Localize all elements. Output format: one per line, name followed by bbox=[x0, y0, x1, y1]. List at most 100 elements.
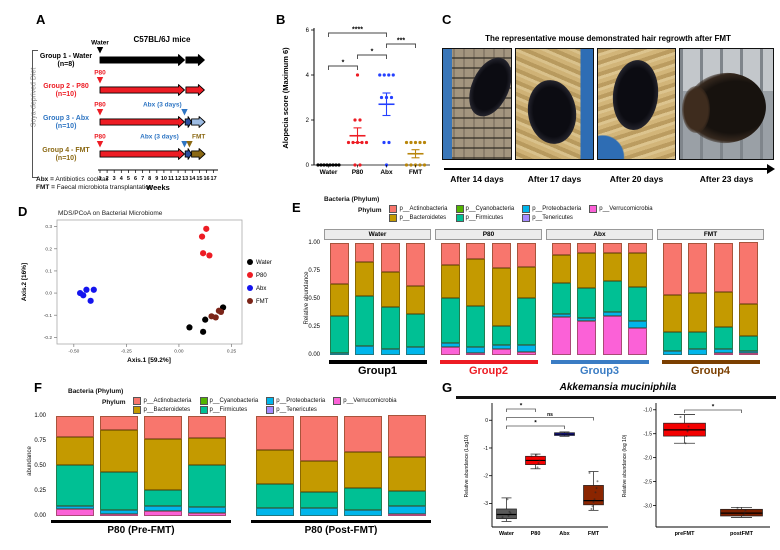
bar-segment-verruco bbox=[441, 347, 461, 355]
bar-segment-bacter bbox=[577, 253, 597, 288]
svg-text:Abx: Abx bbox=[256, 286, 266, 292]
panel-g-title: Akkemansia muciniphila bbox=[559, 382, 677, 393]
score-dot bbox=[422, 140, 427, 145]
svg-text:Water: Water bbox=[91, 40, 109, 47]
bar-segment-firmi bbox=[516, 297, 536, 345]
score-dot bbox=[379, 95, 384, 100]
jitter-point bbox=[559, 433, 562, 436]
bar-group: P80 (Post-FMT) bbox=[250, 415, 432, 536]
bar-segment-actino bbox=[330, 243, 350, 285]
bar-segment-verruco bbox=[552, 316, 572, 355]
svg-text:P80: P80 bbox=[94, 102, 106, 109]
timeline-arrow bbox=[184, 116, 193, 128]
marker-arrowhead bbox=[186, 141, 193, 148]
panel-d-label: D bbox=[18, 204, 28, 219]
y-tick: 0.25 bbox=[34, 488, 46, 494]
score-dot bbox=[353, 118, 357, 122]
legend-label: p__Cyanobacteria bbox=[209, 398, 259, 404]
bar-segment-verruco bbox=[713, 352, 733, 355]
bar-segment-firmi bbox=[405, 313, 425, 348]
svg-text:***: *** bbox=[397, 38, 405, 45]
bar-segment-firmi bbox=[388, 491, 426, 506]
svg-text:(n=8): (n=8) bbox=[58, 61, 75, 68]
score-dot bbox=[391, 73, 395, 77]
svg-text:-2.5: -2.5 bbox=[643, 479, 652, 485]
svg-text:Relative abundance (log 10): Relative abundance (log 10) bbox=[622, 434, 628, 497]
legend-swatch-actino bbox=[389, 205, 398, 213]
legend-label: p__Verrucomicrobia bbox=[599, 206, 653, 212]
e-facets: Water Group1 P80 Group2 Abx Group3 FMT Group4 bbox=[324, 229, 764, 377]
bar-segment-proteo bbox=[355, 346, 375, 355]
bar-segment-actino bbox=[100, 416, 138, 430]
mouse-photos bbox=[442, 48, 774, 160]
timeline-arrow bbox=[185, 84, 205, 96]
bar-segment-actino bbox=[355, 243, 375, 263]
panel-e: E Bacteria (Phylum) Phylum p__Actinobacter… bbox=[292, 196, 778, 378]
svg-text:14: 14 bbox=[189, 176, 196, 182]
f-y-ticks: 1.00 0.75 0.50 0.25 0.00 bbox=[26, 413, 46, 519]
pcoa-point-p80 bbox=[200, 250, 207, 257]
bar-segment-bacter bbox=[330, 284, 350, 316]
stacked-bar bbox=[577, 243, 597, 355]
legend-dot-fmt bbox=[247, 298, 253, 304]
mouse-silhouette bbox=[460, 50, 511, 122]
jitter-point bbox=[595, 487, 598, 490]
svg-text:P80: P80 bbox=[256, 273, 267, 279]
bar-segment-bacter bbox=[388, 457, 426, 491]
bar-segment-verruco bbox=[188, 513, 226, 516]
box-water bbox=[496, 508, 517, 520]
svg-text:0: 0 bbox=[485, 418, 488, 424]
legend-item-actino: p__Actinobacteria bbox=[389, 205, 448, 213]
score-dot bbox=[409, 140, 413, 145]
group-label: Group4 bbox=[690, 364, 731, 377]
bar-segment-proteo bbox=[188, 507, 226, 513]
bar-segment-firmi bbox=[627, 286, 647, 322]
legend-swatch-proteo bbox=[522, 205, 531, 213]
panel-e-label: E bbox=[292, 200, 301, 215]
bar-segment-actino bbox=[491, 243, 511, 268]
stacked-bar bbox=[552, 243, 572, 355]
stacked-bar bbox=[405, 243, 425, 355]
legend-swatch-verruco bbox=[589, 205, 598, 213]
jitter-point bbox=[596, 480, 599, 483]
svg-text:*: * bbox=[342, 60, 345, 67]
svg-text:P80: P80 bbox=[352, 169, 364, 176]
y-tick: 1.00 bbox=[34, 413, 46, 419]
svg-text:0.0: 0.0 bbox=[45, 291, 52, 297]
legend-key-label: Phylum bbox=[358, 207, 382, 214]
jitter-point bbox=[537, 462, 540, 465]
legend-item-tener: p__Tenericutes bbox=[266, 406, 325, 414]
group-label: Group3 bbox=[579, 364, 620, 377]
jitter-point bbox=[535, 453, 538, 456]
svg-text:Weeks: Weeks bbox=[146, 183, 170, 192]
legend-item-proteo: p__Proteobacteria bbox=[266, 397, 325, 405]
svg-text:15: 15 bbox=[196, 176, 202, 182]
y-tick: 0.75 bbox=[308, 268, 320, 274]
bar-segment-proteo bbox=[100, 510, 138, 514]
legend-label: p__Proteobacteria bbox=[276, 398, 326, 404]
bar-segment-actino bbox=[380, 243, 400, 273]
svg-text:1: 1 bbox=[98, 176, 101, 182]
bar-segment-bacter bbox=[144, 439, 182, 490]
bar-segment-firmi bbox=[491, 325, 511, 345]
svg-text:*: * bbox=[712, 404, 715, 411]
bar-segment-actino bbox=[441, 243, 461, 266]
bar-segment-proteo bbox=[388, 506, 426, 514]
legend-label: p__Firmicutes bbox=[465, 215, 504, 221]
svg-text:0.3: 0.3 bbox=[45, 224, 52, 230]
bar-segment-bacter bbox=[100, 430, 138, 472]
group-underline bbox=[661, 360, 760, 364]
jitter-point bbox=[592, 501, 595, 504]
svg-text:-2.0: -2.0 bbox=[643, 455, 652, 461]
stacked-bar bbox=[100, 416, 138, 516]
legend-label: p__Bacteroidetes bbox=[143, 407, 191, 413]
stacked-bar bbox=[688, 243, 708, 355]
jitter-point bbox=[501, 516, 504, 519]
bar-segment-actino bbox=[56, 416, 94, 437]
panel-c-title: The representative mouse demonstrated ha… bbox=[485, 34, 731, 43]
jitter-point bbox=[686, 430, 689, 433]
y-tick: 0.00 bbox=[308, 352, 320, 358]
bar-segment-proteo bbox=[344, 510, 382, 516]
score-dot bbox=[387, 73, 391, 77]
pcoa-chart: MDS/PCoA on Bacterial Microbiome -0.50 -0.… bbox=[21, 210, 272, 364]
